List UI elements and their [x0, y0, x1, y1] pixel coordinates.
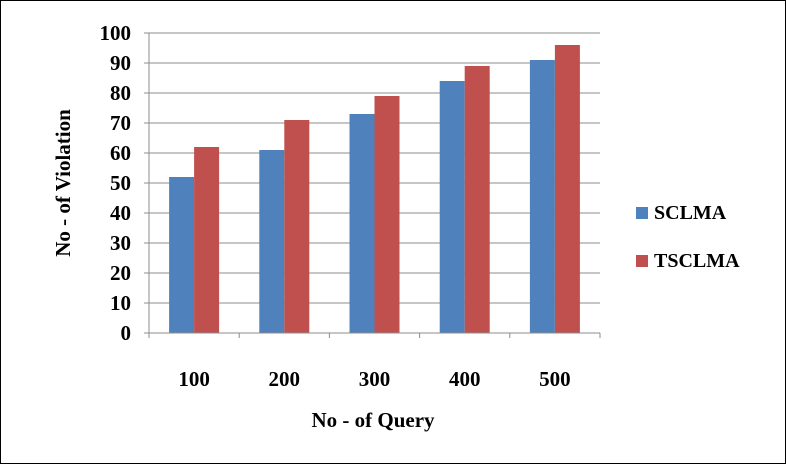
- bar-tsclma-300: [374, 96, 400, 333]
- y-tick-label: 0: [121, 321, 132, 345]
- legend-label: TSCLMA: [654, 249, 740, 272]
- y-tick-label: 100: [100, 21, 132, 45]
- legend-item-sclma: SCLMA: [636, 202, 740, 224]
- x-tick-labels: 100 200 300 400 500: [178, 367, 570, 391]
- bar-tsclma-200: [284, 120, 310, 333]
- x-tick-label: 300: [359, 367, 391, 391]
- y-tick-label: 90: [110, 51, 131, 75]
- x-axis-label: No - of Query: [311, 408, 435, 432]
- bar-tsclma-100: [194, 147, 220, 333]
- x-tick-label: 200: [269, 367, 301, 391]
- x-tick-label: 500: [539, 367, 571, 391]
- y-tick-label: 40: [110, 201, 131, 225]
- y-axis-label: No - of Violation: [51, 109, 75, 257]
- y-tick-label: 20: [110, 261, 131, 285]
- y-tick-label: 30: [110, 231, 131, 255]
- legend-label: SCLMA: [654, 201, 727, 224]
- bar-tsclma-400: [464, 66, 490, 333]
- legend: SCLMA TSCLMA: [636, 202, 740, 298]
- y-tick-label: 60: [110, 141, 131, 165]
- y-tick-label: 50: [110, 171, 131, 195]
- x-tick-label: 400: [449, 367, 481, 391]
- legend-swatch: [636, 255, 648, 267]
- legend-item-tsclma: TSCLMA: [636, 250, 740, 272]
- bar-sclma-300: [349, 114, 375, 333]
- bar-sclma-200: [259, 150, 285, 333]
- y-tick-label: 80: [110, 81, 131, 105]
- x-tick-label: 100: [178, 367, 210, 391]
- bar-sclma-400: [439, 81, 465, 333]
- bars: [169, 45, 580, 333]
- y-tick-label: 70: [110, 111, 131, 135]
- y-tick-label: 10: [110, 291, 131, 315]
- legend-swatch: [636, 207, 648, 219]
- y-tick-labels: 0 10 20 30 40 50 60 70 80 90 100: [100, 21, 132, 345]
- bar-sclma-100: [169, 177, 195, 333]
- bar-sclma-500: [529, 60, 555, 333]
- bar-tsclma-500: [554, 45, 580, 333]
